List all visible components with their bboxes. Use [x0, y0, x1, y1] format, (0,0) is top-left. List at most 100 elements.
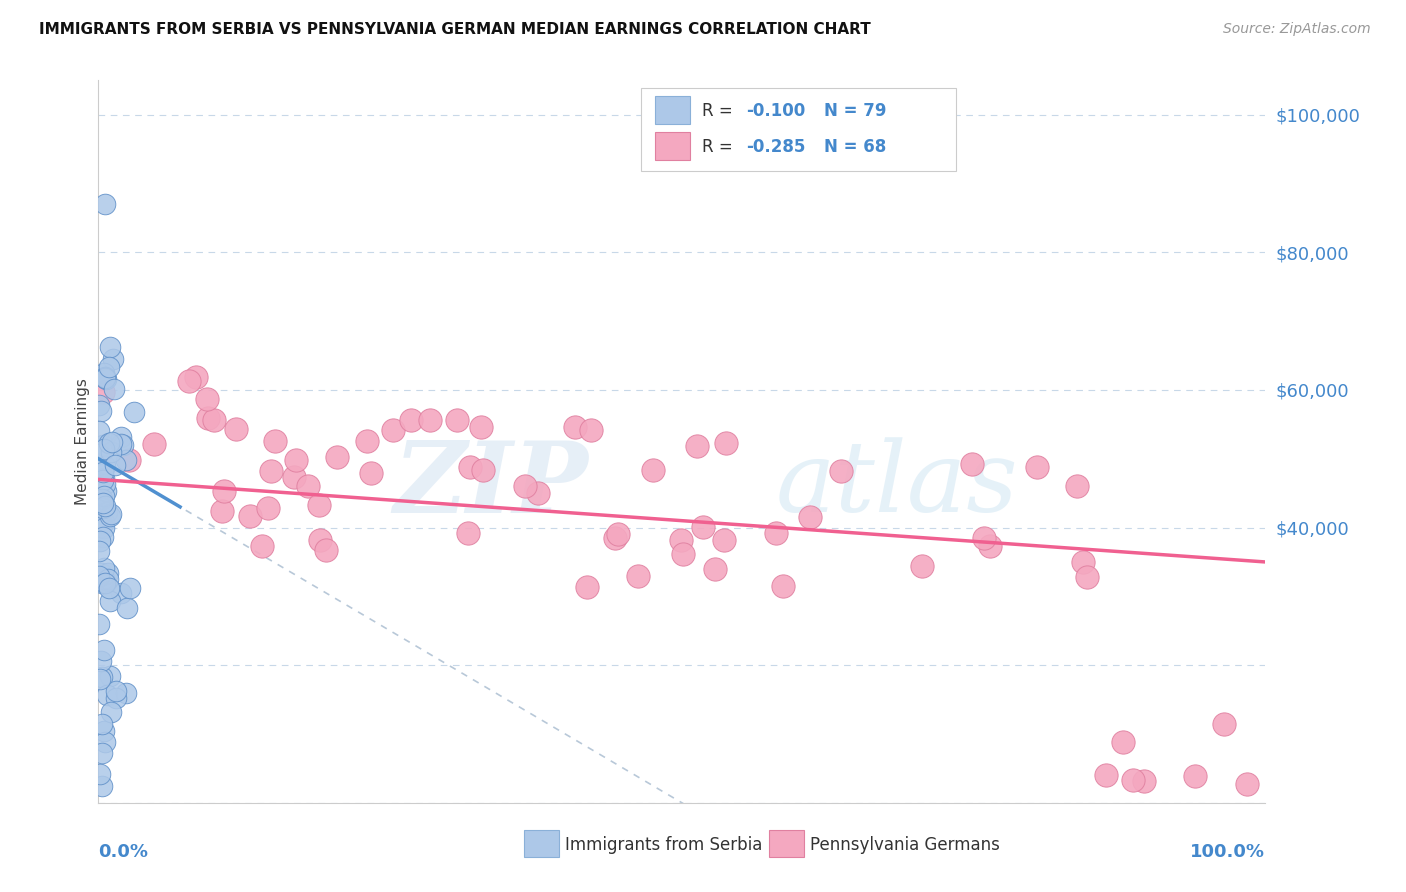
Point	[457, 526, 479, 541]
Point	[93, 572, 115, 586]
Point	[772, 579, 794, 593]
Point	[685, 439, 707, 453]
Point	[96, 576, 118, 591]
Point	[97, 572, 120, 586]
Point	[122, 405, 145, 419]
Point	[765, 525, 787, 540]
Point	[104, 683, 127, 698]
Point	[91, 492, 114, 507]
Point	[117, 601, 139, 615]
Point	[1112, 735, 1135, 749]
Text: R =: R =	[702, 103, 738, 120]
Point	[195, 392, 218, 406]
Point	[91, 385, 114, 400]
Point	[101, 351, 124, 366]
Point	[458, 460, 481, 475]
Bar	[769, 830, 804, 857]
Point	[973, 531, 995, 545]
Point	[239, 508, 262, 523]
Text: Source: ZipAtlas.com: Source: ZipAtlas.com	[1223, 22, 1371, 37]
Point	[93, 724, 115, 739]
Point	[211, 504, 233, 518]
Point	[89, 543, 111, 558]
Point	[91, 746, 114, 760]
Point	[87, 398, 110, 412]
Point	[179, 374, 201, 388]
Point	[91, 465, 114, 479]
Point	[96, 688, 118, 702]
Point	[87, 616, 110, 631]
Point	[98, 593, 121, 607]
Point	[94, 371, 117, 385]
Point	[94, 369, 117, 384]
Point	[112, 438, 135, 452]
Point	[110, 586, 132, 600]
Point	[225, 421, 247, 435]
Point	[98, 669, 121, 683]
Point	[94, 576, 117, 591]
Point	[100, 445, 122, 459]
Point	[669, 533, 692, 547]
Point	[356, 434, 378, 448]
Point	[93, 521, 115, 535]
Point	[93, 735, 115, 749]
Text: atlas: atlas	[775, 437, 1018, 533]
Point	[103, 382, 125, 396]
Point	[97, 566, 120, 581]
Point	[91, 438, 114, 452]
Point	[93, 477, 115, 491]
Point	[142, 437, 165, 451]
Point	[90, 520, 112, 534]
Point	[104, 458, 127, 472]
Point	[315, 542, 337, 557]
Point	[326, 450, 349, 465]
Point	[91, 717, 114, 731]
Point	[184, 370, 207, 384]
Point	[89, 534, 111, 549]
Point	[98, 508, 121, 523]
Bar	[655, 132, 690, 160]
Text: -0.100: -0.100	[747, 103, 806, 120]
Point	[90, 566, 112, 580]
Point	[90, 654, 112, 668]
Point	[716, 436, 738, 450]
Point	[202, 413, 225, 427]
Point	[93, 642, 115, 657]
Point	[472, 463, 495, 477]
Point	[96, 505, 118, 519]
Point	[98, 360, 121, 375]
Point	[1076, 570, 1098, 584]
Point	[513, 478, 536, 492]
Point	[297, 479, 319, 493]
Text: 0.0%: 0.0%	[98, 843, 149, 861]
Point	[527, 486, 550, 500]
Text: 100.0%: 100.0%	[1191, 843, 1265, 861]
Point	[703, 562, 725, 576]
Point	[101, 435, 124, 450]
Point	[93, 561, 115, 575]
Text: IMMIGRANTS FROM SERBIA VS PENNSYLVANIA GERMAN MEDIAN EARNINGS CORRELATION CHART: IMMIGRANTS FROM SERBIA VS PENNSYLVANIA G…	[39, 22, 872, 37]
Point	[470, 420, 492, 434]
FancyBboxPatch shape	[641, 87, 956, 170]
Point	[979, 539, 1001, 553]
Point	[799, 510, 821, 524]
Point	[87, 569, 110, 583]
Text: Immigrants from Serbia: Immigrants from Serbia	[565, 836, 762, 854]
Point	[91, 473, 114, 487]
Point	[830, 464, 852, 478]
Point	[1066, 479, 1088, 493]
Point	[1026, 460, 1049, 475]
Point	[90, 404, 112, 418]
Point	[579, 423, 602, 437]
Point	[197, 411, 219, 425]
Point	[91, 530, 114, 544]
Point	[257, 501, 280, 516]
Point	[260, 464, 283, 478]
Text: Pennsylvania Germans: Pennsylvania Germans	[810, 836, 1000, 854]
Point	[603, 532, 626, 546]
Point	[93, 495, 115, 509]
Point	[115, 452, 138, 467]
Point	[419, 412, 441, 426]
Point	[94, 458, 117, 473]
Point	[1071, 555, 1094, 569]
